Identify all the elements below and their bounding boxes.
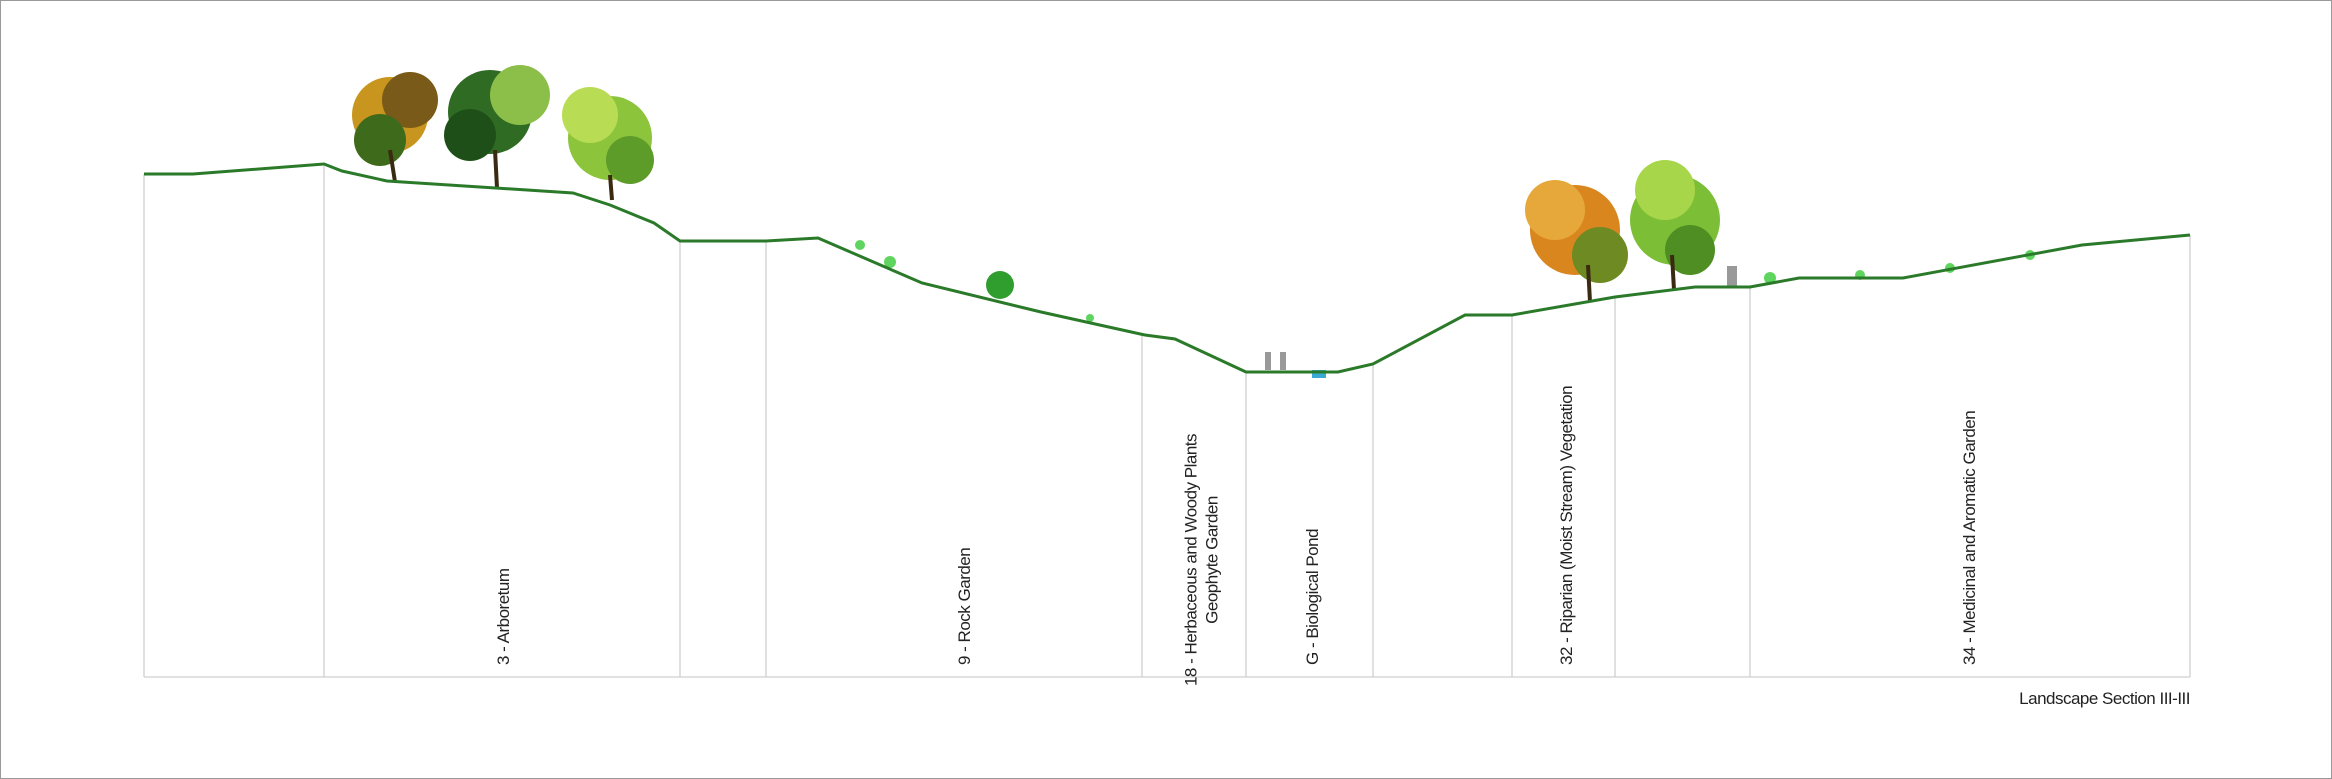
section-label: G - Biological Pond xyxy=(1303,529,1322,665)
terrain-profile xyxy=(144,162,2191,374)
divider-lines xyxy=(143,166,2191,678)
section-label: 3 - Arboretum xyxy=(494,568,513,665)
section-label: 18 - Herbaceous and Woody Plants xyxy=(1182,434,1201,686)
section-title: Landscape Section III-III xyxy=(2019,689,2190,708)
section-label: 9 - Rock Garden xyxy=(955,548,974,665)
section-label: 34 - Medicinal and Aromatic Garden xyxy=(1960,411,1979,665)
section-label: 32 - Riparian (Moist Stream) Vegetation xyxy=(1557,386,1576,665)
section-label: Geophyte Garden xyxy=(1203,496,1222,624)
vegetation xyxy=(352,65,2035,378)
